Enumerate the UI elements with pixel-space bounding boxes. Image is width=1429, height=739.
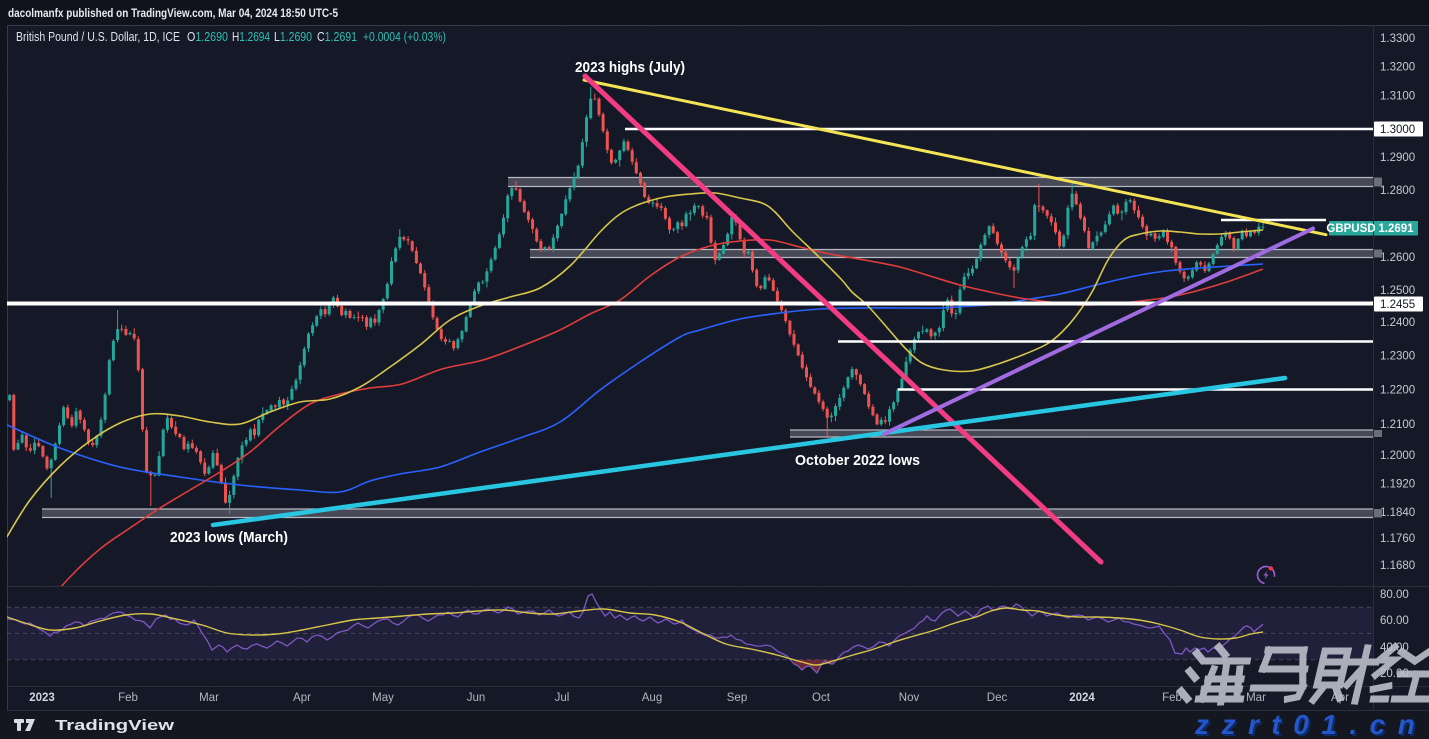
svg-text:2024: 2024 <box>1069 692 1095 704</box>
svg-text:H1.2694: H1.2694 <box>232 30 270 44</box>
svg-text:dacolmanfx published on Tradin: dacolmanfx published on TradingView.com,… <box>8 6 338 20</box>
svg-text:Mar: Mar <box>1246 692 1266 704</box>
svg-text:1.1760: 1.1760 <box>1380 533 1415 545</box>
svg-text:1.2600: 1.2600 <box>1380 252 1415 264</box>
svg-text:Dec: Dec <box>987 692 1008 704</box>
svg-text:GBPUSD: GBPUSD <box>1326 223 1375 235</box>
svg-text:1.2800: 1.2800 <box>1380 185 1415 197</box>
svg-text:Sep: Sep <box>727 692 747 704</box>
svg-text:1.3200: 1.3200 <box>1380 62 1415 74</box>
svg-text:Jun: Jun <box>467 692 486 704</box>
svg-text:Mar: Mar <box>199 692 219 704</box>
svg-text:1.2400: 1.2400 <box>1380 317 1415 329</box>
svg-text:October 2022 lows: October 2022 lows <box>795 453 920 469</box>
svg-text:1.1840: 1.1840 <box>1380 507 1415 519</box>
svg-text:Oct: Oct <box>812 692 831 704</box>
svg-text:Apr: Apr <box>293 692 311 704</box>
svg-text:Aug: Aug <box>642 692 662 704</box>
svg-text:60.00: 60.00 <box>1380 615 1409 627</box>
svg-text:2023 lows (March): 2023 lows (March) <box>170 530 288 546</box>
svg-text:1.2500: 1.2500 <box>1380 285 1415 297</box>
svg-text:1.2000: 1.2000 <box>1380 450 1415 462</box>
svg-text:1.3000: 1.3000 <box>1380 124 1415 136</box>
svg-text:2023: 2023 <box>29 692 55 704</box>
svg-text:British Pound / U.S. Dollar, 1: British Pound / U.S. Dollar, 1D, ICE <box>16 30 180 44</box>
svg-text:80.00: 80.00 <box>1380 589 1409 601</box>
svg-text:zzrt01.cn: zzrt01.cn <box>1194 709 1427 739</box>
svg-text:1.2691: 1.2691 <box>1378 223 1414 235</box>
svg-text:Nov: Nov <box>899 692 920 704</box>
svg-text:TradingView: TradingView <box>55 718 175 734</box>
svg-text:Feb: Feb <box>118 692 138 704</box>
svg-text:1.1680: 1.1680 <box>1380 560 1415 572</box>
svg-text:1.3100: 1.3100 <box>1380 90 1415 102</box>
svg-text:1.3300: 1.3300 <box>1380 33 1415 45</box>
svg-text:1.2455: 1.2455 <box>1380 299 1415 311</box>
svg-text:2023 highs (July): 2023 highs (July) <box>575 60 685 76</box>
svg-text:L1.2690: L1.2690 <box>274 30 312 44</box>
svg-text:C1.2691: C1.2691 <box>317 30 357 44</box>
svg-text:Jul: Jul <box>555 692 570 704</box>
svg-text:+0.0004 (+0.03%): +0.0004 (+0.03%) <box>363 30 446 44</box>
svg-text:1.2900: 1.2900 <box>1380 152 1415 164</box>
svg-text:1.1920: 1.1920 <box>1380 479 1415 491</box>
svg-text:1.2100: 1.2100 <box>1380 419 1415 431</box>
svg-text:1.2300: 1.2300 <box>1380 351 1415 363</box>
svg-text:Feb: Feb <box>1162 692 1182 704</box>
svg-text:1.2200: 1.2200 <box>1380 385 1415 397</box>
svg-text:O1.2690: O1.2690 <box>187 30 228 44</box>
svg-text:May: May <box>372 692 394 704</box>
svg-text:zzrt01.cn: zzrt01.cn <box>1196 711 1429 739</box>
